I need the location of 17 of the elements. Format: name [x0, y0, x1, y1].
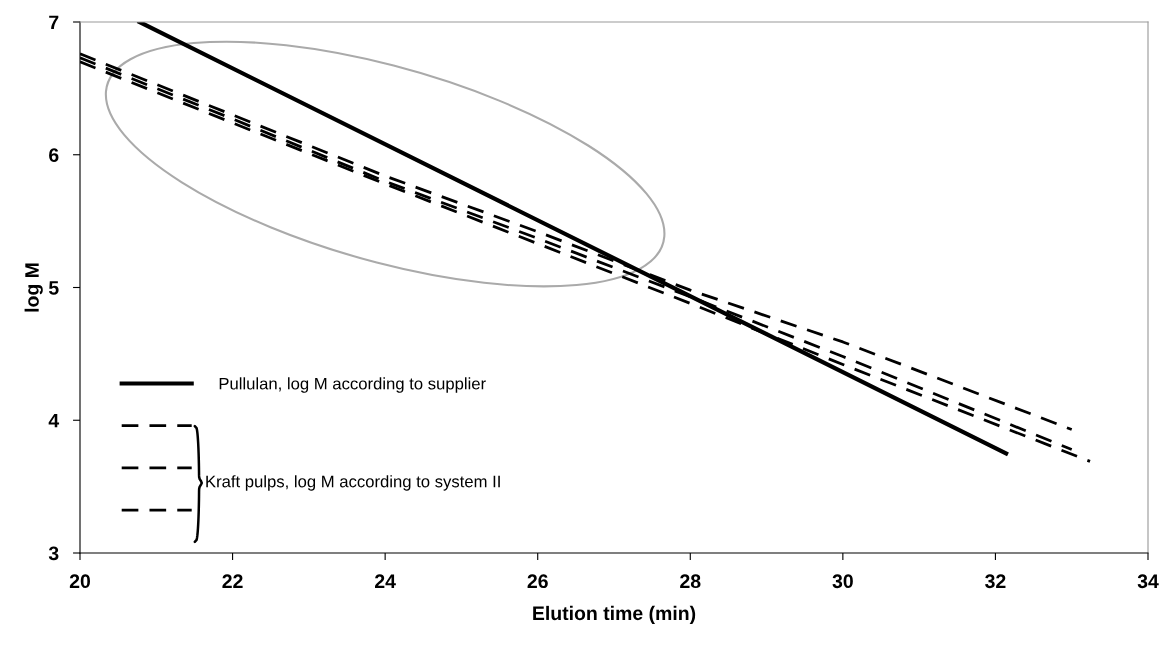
- x-tick-label: 26: [527, 574, 548, 589]
- legend-label: Pullulan, log M according to supplier: [219, 377, 486, 393]
- y-tick-label: 6: [49, 148, 59, 162]
- y-tick-label: 3: [48, 546, 59, 561]
- x-tick-label: 28: [680, 574, 701, 589]
- x-tick-label: 20: [69, 574, 91, 589]
- x-tick-label: 24: [375, 574, 396, 588]
- y-tick-label: 5: [48, 281, 59, 295]
- x-tick-label: 32: [985, 574, 1006, 589]
- x-axis-title: Elution time (min): [533, 605, 696, 624]
- x-tick-label: 34: [1137, 574, 1159, 589]
- x-tick-label: 30: [832, 574, 853, 589]
- annotation: Kraft pulps, log M according to system II: [206, 475, 500, 491]
- y-tick-label: 7: [49, 15, 59, 30]
- y-axis-title: log M: [24, 263, 43, 312]
- x-tick-label: 22: [222, 574, 243, 588]
- y-tick-label: 4: [48, 413, 60, 428]
